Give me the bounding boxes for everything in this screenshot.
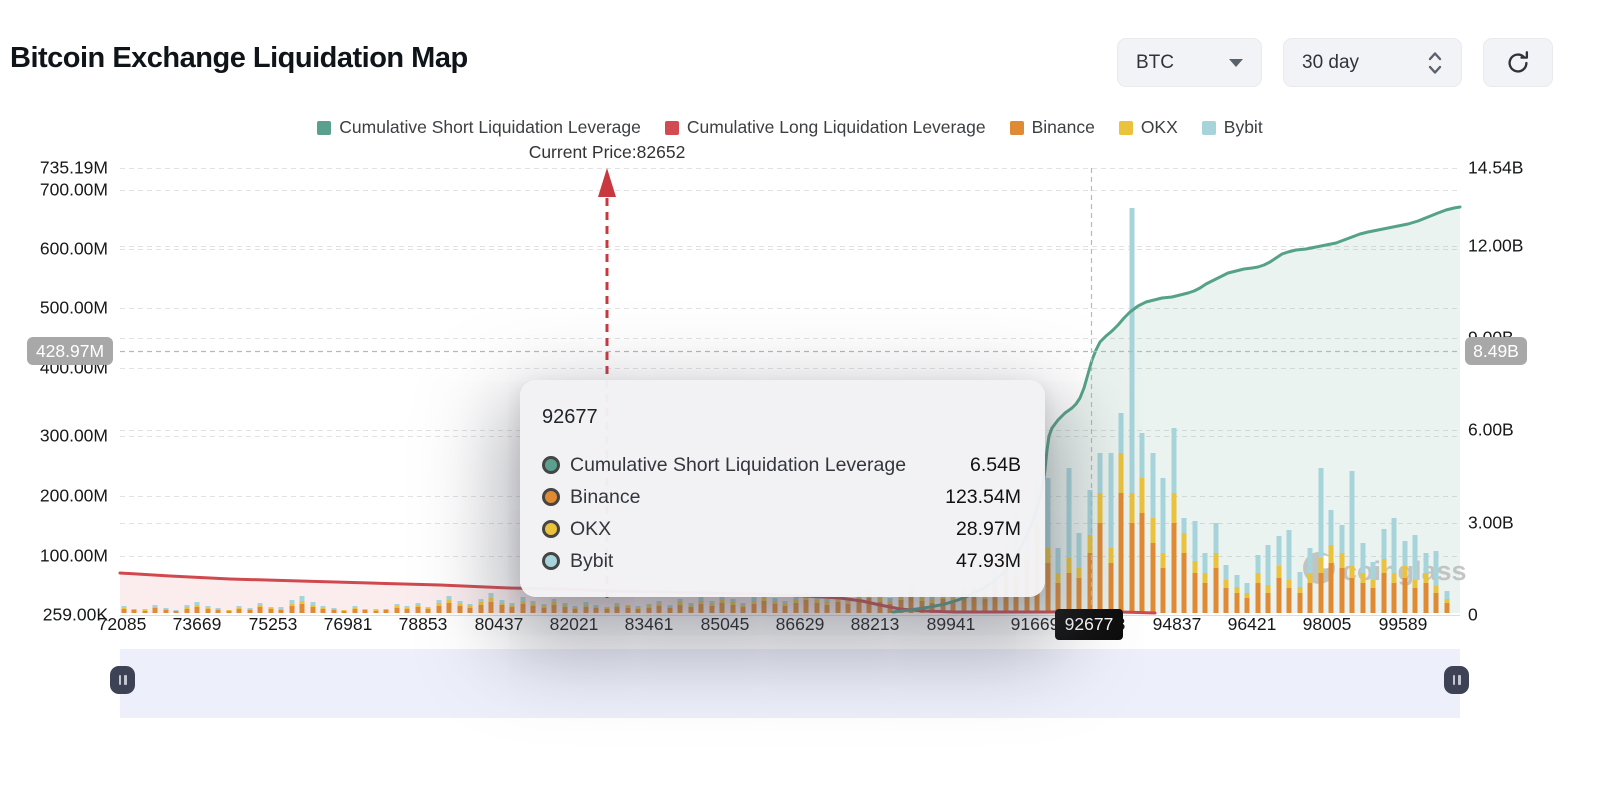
y-axis-label-left: 300.00M — [39, 425, 108, 446]
y-axis-label-left: 735.19M — [39, 157, 108, 178]
crosshair-badge-left: 428.97M — [27, 337, 113, 365]
legend-swatch — [1118, 120, 1133, 135]
x-axis-label: 94837 — [1152, 614, 1202, 634]
x-axis-label: 80437 — [474, 614, 524, 634]
y-axis-label-left: 259.00K — [42, 604, 108, 625]
legend-label: OKX — [1140, 117, 1178, 137]
x-axis-label: 99589 — [1378, 614, 1428, 634]
tooltip-series-label: OKX — [570, 517, 612, 540]
tooltip-series-label: Cumulative Short Liquidation Leverage — [570, 453, 907, 476]
crosshair — [120, 168, 1460, 615]
pause-icon — [124, 675, 127, 685]
legend-swatch — [317, 120, 332, 135]
navigator-handle-right[interactable] — [1444, 666, 1469, 694]
tooltip-row: OKX 28.97M — [542, 513, 1021, 545]
series-marker-icon — [542, 488, 560, 506]
tooltip-series-value: 6.54B — [970, 453, 1021, 476]
legend-swatch — [1009, 120, 1024, 135]
x-axis-label: 86629 — [775, 614, 825, 634]
x-axis-label: 78853 — [398, 614, 448, 634]
tooltip-series-value: 47.93M — [955, 549, 1021, 572]
legend-swatch — [664, 120, 679, 135]
legend-item-cumulative-long-liquidation-leverage[interactable]: Cumulative Long Liquidation Leverage — [664, 117, 986, 138]
symbol-select-value: BTC — [1136, 51, 1174, 73]
tooltip-series-value: 28.97M — [955, 517, 1021, 540]
x-axis-label: 83461 — [624, 614, 674, 634]
y-axis-label-left: 200.00M — [39, 485, 108, 506]
tooltip-rows: Cumulative Short Liquidation Leverage 6.5… — [542, 449, 1021, 577]
x-axis-label: 96421 — [1227, 614, 1277, 634]
series-marker-icon — [542, 552, 560, 570]
period-select-value: 30 day — [1302, 51, 1360, 73]
x-axis-label: 88213 — [850, 614, 900, 634]
legend-item-okx[interactable]: OKX — [1118, 117, 1178, 138]
y-axis-label-left: 500.00M — [39, 297, 108, 318]
y-axis-label-right: 12.00B — [1468, 235, 1524, 256]
y-axis-label-right: 6.00B — [1468, 419, 1514, 440]
chevron-down-icon — [1229, 58, 1243, 67]
x-axis-label: 89941 — [926, 614, 976, 634]
y-axis-label-right: 14.54B — [1468, 157, 1524, 178]
tooltip-row: Bybit 47.93M — [542, 545, 1021, 577]
legend-swatch — [1201, 120, 1216, 135]
x-axis-label: 91669 — [1010, 614, 1060, 634]
x-axis-label: 98005 — [1302, 614, 1352, 634]
y-axis-label-right: 3.00B — [1468, 512, 1514, 533]
tooltip-series-label: Binance — [570, 485, 641, 508]
tooltip-row: Binance 123.54M — [542, 481, 1021, 513]
x-axis-label: 82021 — [549, 614, 599, 634]
legend-label: Bybit — [1223, 117, 1263, 137]
y-axis-label-left: 700.00M — [39, 179, 108, 200]
legend-label: Binance — [1031, 117, 1095, 137]
short-leverage-area — [893, 207, 1460, 613]
legend-label: Cumulative Short Liquidation Leverage — [339, 117, 641, 137]
crosshair-badge-x: 92677 — [1055, 609, 1123, 640]
page-title: Bitcoin Exchange Liquidation Map — [10, 42, 468, 74]
x-axis-label: 76981 — [323, 614, 373, 634]
y-axis-label-left: 100.00M — [39, 545, 108, 566]
crosshair-badge-right: 8.49B — [1465, 337, 1527, 365]
y-axis-label-right: 0 — [1468, 604, 1478, 625]
legend-item-binance[interactable]: Binance — [1009, 117, 1095, 138]
symbol-select[interactable]: BTC — [1117, 38, 1262, 87]
tooltip-series-label: Bybit — [570, 549, 614, 572]
legend-item-bybit[interactable]: Bybit — [1201, 117, 1263, 138]
pause-icon — [118, 675, 121, 685]
stepper-icon — [1428, 51, 1442, 74]
x-axis-label: 75253 — [248, 614, 298, 634]
okx-bars — [121, 453, 1450, 611]
refresh-icon — [1508, 50, 1529, 73]
legend-label: Cumulative Long Liquidation Leverage — [686, 117, 986, 137]
tooltip-title: 92677 — [542, 406, 598, 428]
tooltip-row: Cumulative Short Liquidation Leverage 6.5… — [542, 449, 1021, 481]
chart-tooltip: 92677 Cumulative Short Liquidation Lever… — [520, 380, 1045, 597]
chart-legend: Cumulative Short Liquidation Leverage Cum… — [120, 117, 1460, 138]
tooltip-series-value: 123.54M — [945, 485, 1021, 508]
series-marker-icon — [542, 520, 560, 538]
pause-icon — [1452, 675, 1455, 685]
navigator-track[interactable] — [120, 649, 1460, 718]
navigator-handle-left[interactable] — [110, 666, 135, 694]
pause-icon — [1458, 675, 1461, 685]
refresh-button[interactable] — [1483, 38, 1553, 87]
y-axis-label-left: 600.00M — [39, 238, 108, 259]
series-marker-icon — [542, 456, 560, 474]
current-price-label: Current Price:82652 — [528, 142, 686, 162]
x-axis-label: 85045 — [700, 614, 750, 634]
x-axis-label: 72085 — [97, 614, 147, 634]
legend-item-cumulative-short-liquidation-leverage[interactable]: Cumulative Short Liquidation Leverage — [317, 117, 641, 138]
x-axis-label: 73669 — [172, 614, 222, 634]
period-select[interactable]: 30 day — [1283, 38, 1462, 87]
